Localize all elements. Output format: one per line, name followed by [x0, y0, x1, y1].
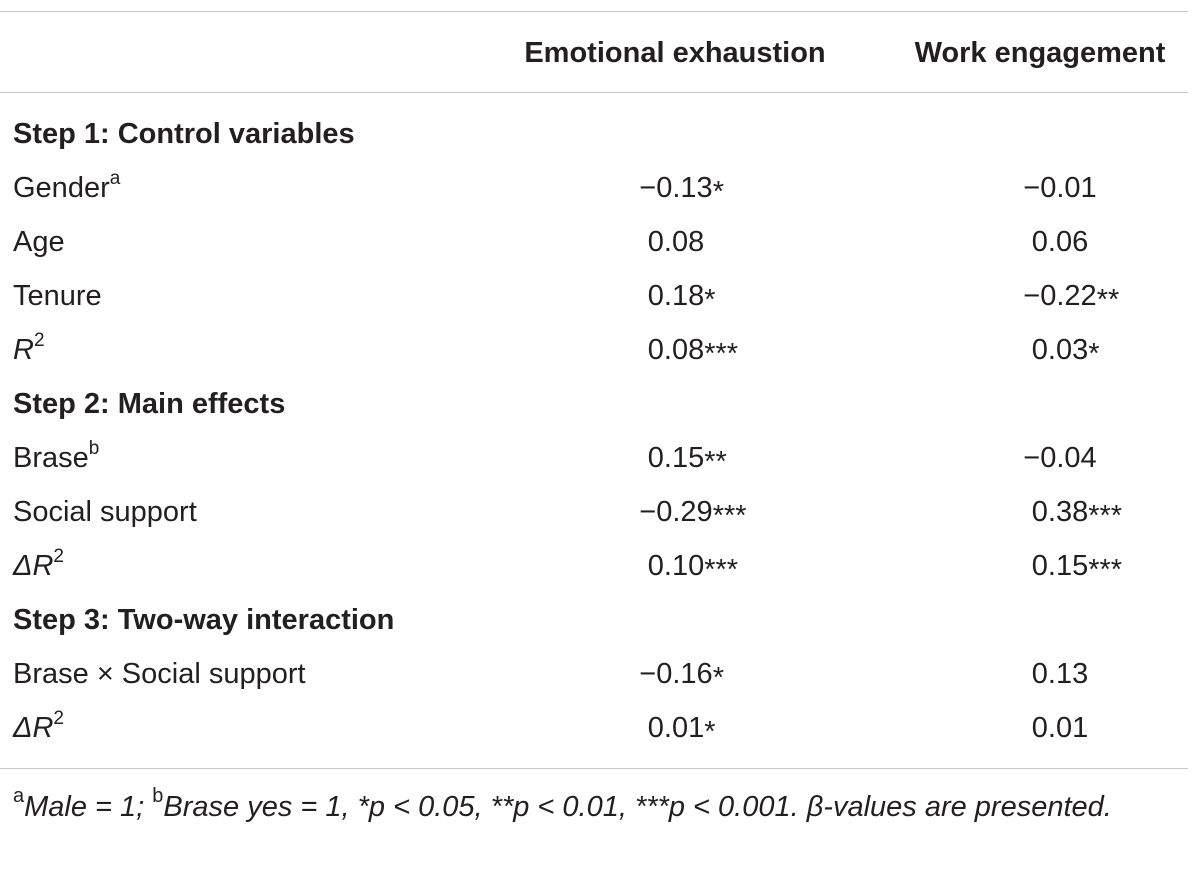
row-label: ΔR2	[13, 708, 64, 744]
table-row: ΔR2 0.01 * 0.01	[0, 708, 1188, 748]
row-label: R2	[13, 330, 45, 366]
header-rule	[0, 92, 1188, 93]
cell-work-engagement: 0.38 ***	[1031, 496, 1123, 532]
cell-emotional-exhaustion: 0.01 *	[647, 712, 716, 748]
cell-work-engagement: −0.04	[1023, 442, 1097, 474]
row-label: ΔR2	[13, 546, 64, 582]
cell-emotional-exhaustion: −0.29 ***	[639, 496, 747, 532]
section-heading: Step 3: Two-way interaction	[0, 600, 1188, 640]
table-header-row: Emotional exhaustion Work engagement	[0, 33, 1188, 73]
cell-emotional-exhaustion: −0.13 *	[639, 172, 724, 208]
table-row: Age 0.08 0.06	[0, 222, 1188, 262]
table-row: Braseb 0.15 ** −0.04	[0, 438, 1188, 478]
row-label: Tenure	[13, 280, 102, 312]
section-title-step-3: Step 3: Two-way interaction	[13, 604, 395, 636]
table-footnote: aMale = 1; bBrase yes = 1, *p < 0.05, **…	[13, 785, 1112, 823]
table-row: Brase × Social support −0.16 * 0.13	[0, 654, 1188, 694]
cell-work-engagement: 0.13	[1031, 658, 1089, 690]
cell-emotional-exhaustion: 0.08	[647, 226, 705, 258]
row-label: Gendera	[13, 168, 121, 204]
table-top-rule	[0, 11, 1188, 12]
row-label: Braseb	[13, 438, 100, 474]
table-row: R2 0.08 *** 0.03 *	[0, 330, 1188, 370]
column-header-work-engagement: Work engagement	[914, 37, 1166, 69]
cell-work-engagement: −0.22 **	[1023, 280, 1120, 316]
section-heading: Step 2: Main effects	[0, 384, 1188, 424]
cell-work-engagement: −0.01	[1023, 172, 1097, 204]
cell-emotional-exhaustion: −0.16 *	[639, 658, 724, 694]
table-row: Social support −0.29 *** 0.38 ***	[0, 492, 1188, 532]
cell-work-engagement: 0.01	[1031, 712, 1089, 744]
table-row: Gendera −0.13 * −0.01	[0, 168, 1188, 208]
cell-emotional-exhaustion: 0.10 ***	[647, 550, 739, 586]
cell-emotional-exhaustion: 0.18 *	[647, 280, 716, 316]
cell-work-engagement: 0.03 *	[1031, 334, 1100, 370]
row-label: Age	[13, 226, 65, 258]
section-heading: Step 1: Control variables	[0, 114, 1188, 154]
cell-work-engagement: 0.06	[1031, 226, 1089, 258]
table-row: ΔR2 0.10 *** 0.15 ***	[0, 546, 1188, 586]
cell-emotional-exhaustion: 0.15 **	[647, 442, 727, 478]
row-label: Brase × Social support	[13, 658, 306, 690]
row-label: Social support	[13, 496, 197, 528]
cell-work-engagement: 0.15 ***	[1031, 550, 1123, 586]
cell-emotional-exhaustion: 0.08 ***	[647, 334, 739, 370]
table-bottom-rule	[0, 768, 1188, 769]
column-header-emotional-exhaustion: Emotional exhaustion	[524, 37, 826, 69]
table-row: Tenure 0.18 * −0.22 **	[0, 276, 1188, 316]
section-title-step-2: Step 2: Main effects	[13, 388, 286, 420]
section-title-step-1: Step 1: Control variables	[13, 118, 355, 150]
